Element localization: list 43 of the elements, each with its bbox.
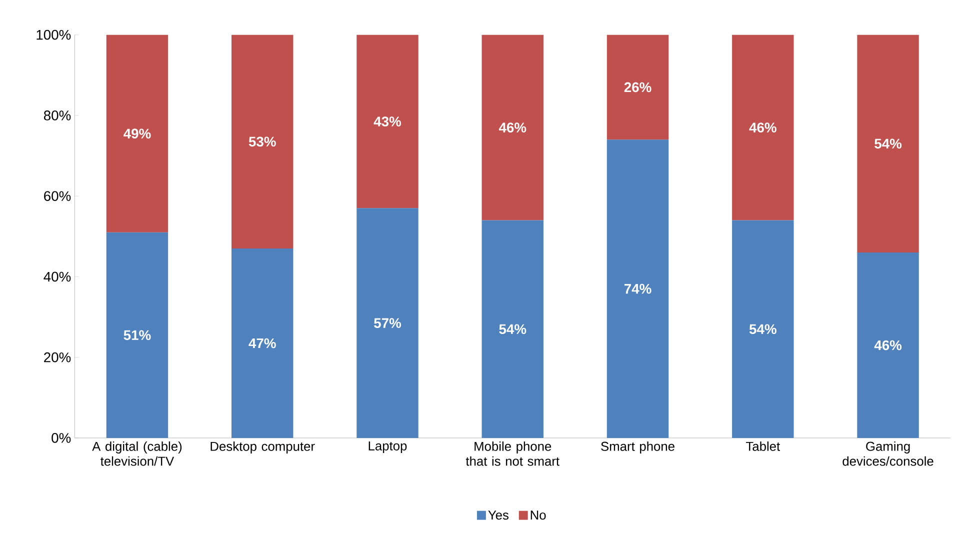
data-label: 57% (374, 318, 402, 328)
x-tick-label: Laptop (368, 441, 407, 453)
y-tick-label: 0% (52, 432, 71, 443)
data-label: 49% (124, 128, 151, 138)
bar (606, 34, 669, 140)
data-label: 46% (874, 340, 902, 350)
data-label: 51% (124, 330, 151, 340)
y-tick-label: 40% (44, 272, 71, 282)
data-label: 46% (749, 122, 776, 132)
x-tick-label: Tablet (746, 441, 780, 451)
data-label: 54% (749, 324, 776, 334)
data-label: 26% (624, 82, 652, 92)
x-tick-label: Gaming devices/console (842, 441, 934, 466)
bar (732, 34, 794, 220)
bar (106, 232, 168, 438)
bar (857, 252, 919, 438)
data-label: 43% (374, 116, 402, 126)
legend-label: Yes (488, 510, 508, 520)
bar (482, 220, 544, 438)
data-label: 47% (248, 338, 276, 348)
bar (356, 34, 418, 208)
data-label: 53% (248, 136, 276, 146)
data-label: 54% (874, 138, 902, 148)
bar (482, 34, 544, 220)
data-label: 46% (498, 122, 526, 132)
data-label: 54% (499, 324, 526, 334)
bar (857, 34, 919, 252)
bar (232, 248, 294, 438)
bar (106, 34, 168, 232)
x-tick-label: Desktop computer (210, 441, 315, 454)
y-tick-label: 100% (36, 30, 71, 40)
legend-label: No (530, 510, 546, 520)
bar (232, 34, 294, 248)
x-tick-label: A digital (cable) television/TV (92, 441, 182, 466)
bar (356, 208, 418, 438)
data-label: 74% (624, 284, 652, 294)
y-tick-label: 80% (44, 110, 71, 120)
y-tick-label: 60% (44, 190, 71, 201)
y-tick-label: 20% (44, 352, 71, 362)
x-tick-label: Mobile phone that is not smart (466, 441, 560, 466)
x-tick-label: Smart phone (601, 441, 674, 454)
bar (606, 139, 669, 438)
bar (732, 220, 794, 438)
